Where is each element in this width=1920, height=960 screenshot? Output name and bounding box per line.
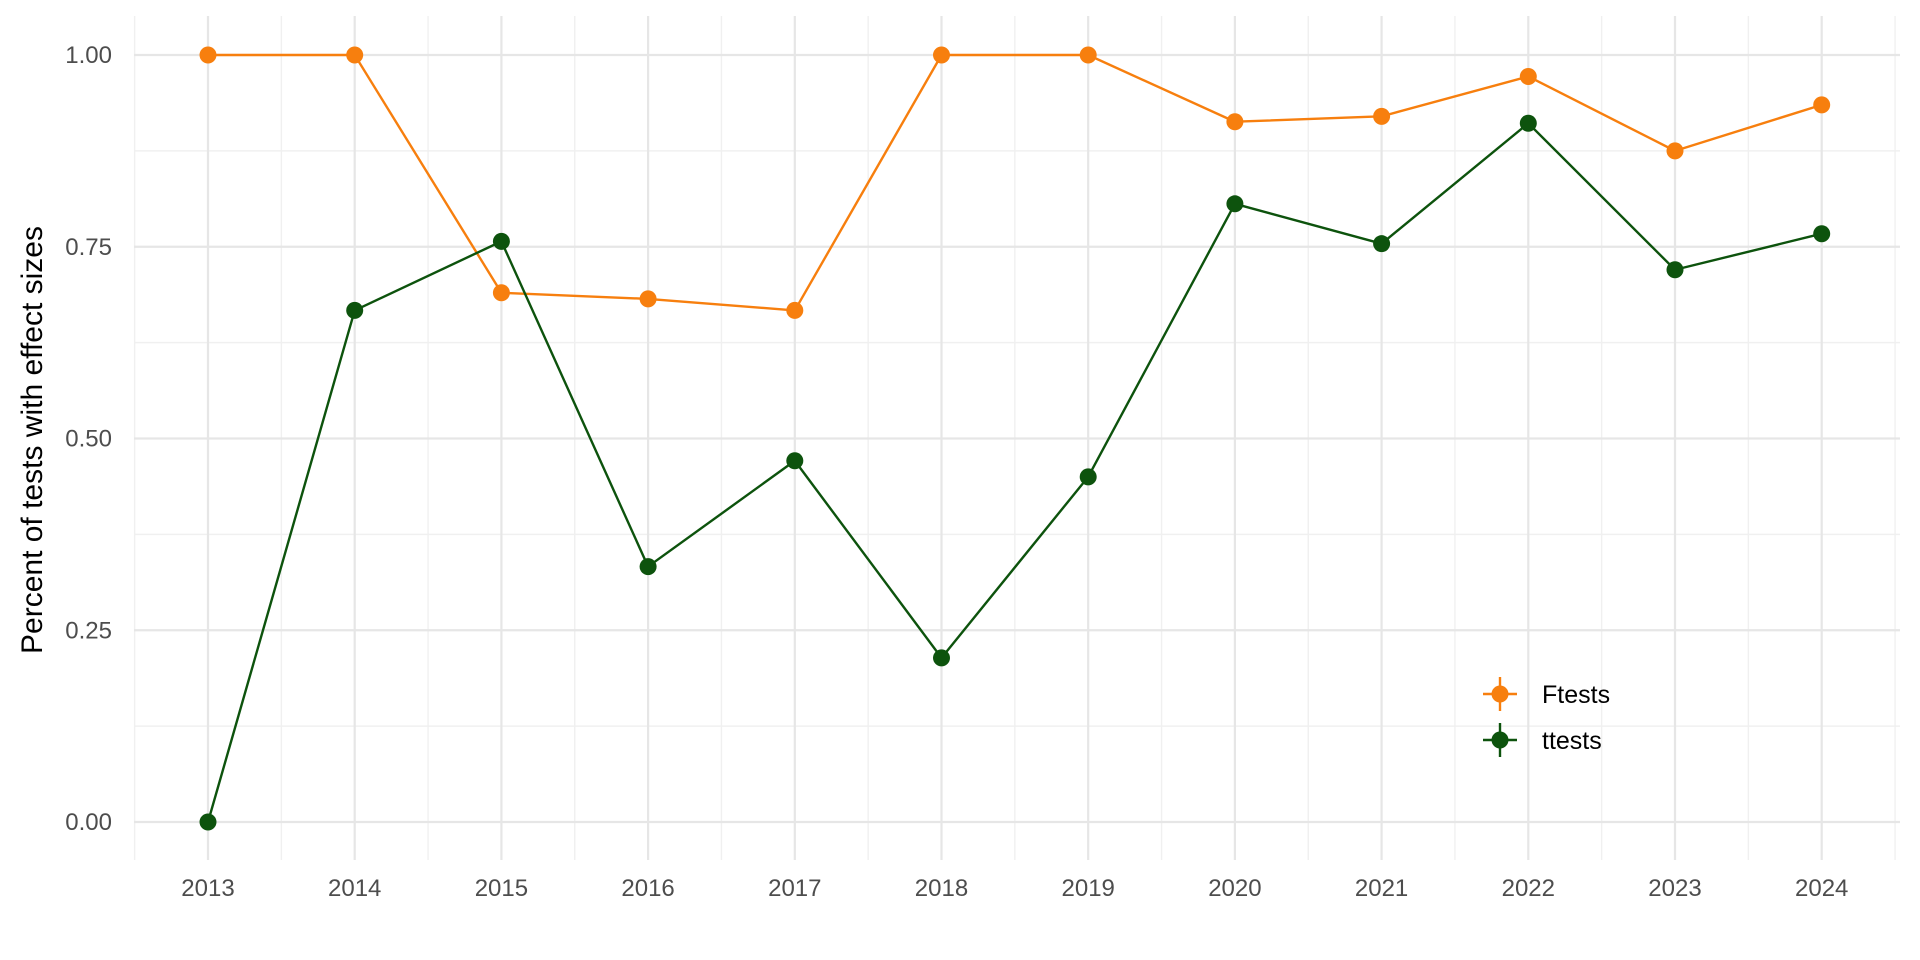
y-tick-label: 0.75 bbox=[65, 234, 112, 261]
x-tick-label: 2021 bbox=[1355, 875, 1408, 902]
data-point-ftests bbox=[786, 301, 804, 319]
data-point-ftests bbox=[346, 46, 364, 64]
data-point-ttests bbox=[1373, 235, 1391, 253]
x-tick-label: 2023 bbox=[1648, 875, 1701, 902]
x-tick-label: 2022 bbox=[1502, 875, 1555, 902]
data-point-ftests bbox=[639, 290, 657, 308]
data-point-ftests bbox=[1373, 107, 1391, 125]
x-tick-label: 2015 bbox=[475, 875, 528, 902]
legend-label: Ftests bbox=[1542, 681, 1610, 709]
legend-label: ttests bbox=[1542, 727, 1602, 755]
data-point-ftests bbox=[1519, 67, 1537, 85]
legend: Ftests ttests bbox=[1483, 677, 1610, 757]
x-tick-label: 2024 bbox=[1795, 875, 1848, 902]
data-point-ttests bbox=[1813, 225, 1831, 243]
legend-key-point bbox=[1491, 685, 1509, 703]
y-tick-label: 0.50 bbox=[65, 426, 112, 453]
data-point-ttests bbox=[1519, 114, 1537, 132]
data-point-ttests bbox=[492, 232, 510, 250]
x-tick-label: 2017 bbox=[768, 875, 821, 902]
y-tick-label: 1.00 bbox=[65, 42, 112, 69]
y-tick-label: 0.00 bbox=[65, 809, 112, 836]
x-tick-label: 2013 bbox=[181, 875, 234, 902]
data-point-ttests bbox=[933, 649, 950, 667]
data-point-ftests bbox=[492, 284, 510, 302]
data-point-ttests bbox=[1226, 195, 1244, 213]
data-point-ftests bbox=[1813, 96, 1831, 114]
data-point-ftests bbox=[199, 46, 217, 64]
x-tick-label: 2016 bbox=[621, 875, 674, 902]
series-layer bbox=[199, 46, 1831, 831]
legend-key-point bbox=[1491, 731, 1509, 749]
data-point-ftests bbox=[933, 46, 950, 64]
major-gridlines bbox=[134, 16, 1900, 860]
data-point-ftests bbox=[1226, 113, 1244, 131]
legend-item-ttests: ttests bbox=[1483, 723, 1602, 757]
y-axis-tick-labels: 0.00 0.25 0.50 0.75 1.00 bbox=[65, 42, 112, 836]
x-tick-label: 2019 bbox=[1062, 875, 1115, 902]
legend-item-ftests: Ftests bbox=[1483, 677, 1610, 711]
x-axis-tick-labels: 2013 2014 2015 2016 2017 2018 2019 2020 2021 2022… bbox=[181, 875, 1848, 902]
data-point-ttests bbox=[346, 301, 364, 319]
data-point-ttests bbox=[1666, 261, 1684, 279]
data-point-ftests bbox=[1079, 46, 1097, 64]
data-point-ttests bbox=[199, 813, 217, 831]
data-point-ttests bbox=[639, 558, 657, 576]
data-point-ftests bbox=[1666, 142, 1684, 160]
y-tick-label: 0.25 bbox=[65, 617, 112, 644]
y-axis-title: Percent of tests with effect sizes bbox=[16, 226, 49, 654]
series-line-ttests bbox=[206, 122, 1822, 823]
x-tick-label: 2014 bbox=[328, 875, 381, 902]
x-tick-label: 2018 bbox=[915, 875, 968, 902]
data-point-ttests bbox=[786, 452, 804, 470]
x-tick-label: 2020 bbox=[1208, 875, 1261, 902]
data-point-ttests bbox=[1079, 468, 1097, 486]
